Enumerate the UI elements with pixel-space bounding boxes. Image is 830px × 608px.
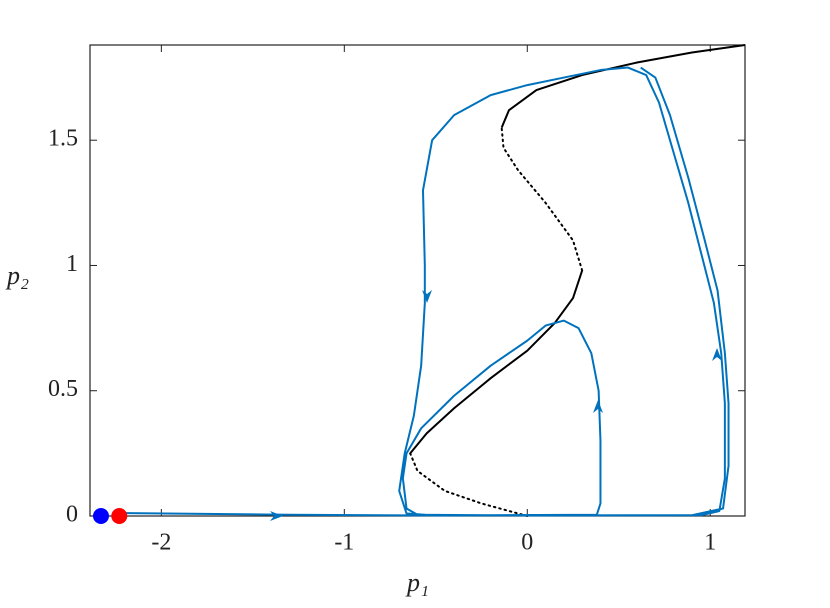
x-tick-label: 1: [704, 530, 716, 556]
curve: [409, 452, 529, 517]
x-tick-label: -1: [334, 530, 354, 556]
curve: [119, 66, 730, 517]
y-tick-label: 0.5: [48, 376, 78, 402]
y-axis-label: p₂: [5, 261, 29, 290]
arrow: [712, 348, 722, 361]
x-axis-label: p₁: [405, 568, 429, 597]
y-tick-label: 1: [66, 251, 78, 277]
arrow: [422, 290, 432, 303]
curve: [500, 44, 746, 129]
x-tick-label: 0: [521, 530, 533, 556]
point: [92, 508, 109, 524]
y-tick-label: 1.5: [48, 126, 78, 152]
x-tick-label: -2: [151, 530, 171, 556]
arrowheads: [270, 290, 722, 521]
arrow: [593, 400, 603, 413]
curve: [500, 126, 584, 272]
point: [111, 508, 128, 524]
y-tick-label: 0: [66, 502, 78, 528]
curve: [409, 270, 584, 455]
arrow: [270, 511, 283, 521]
